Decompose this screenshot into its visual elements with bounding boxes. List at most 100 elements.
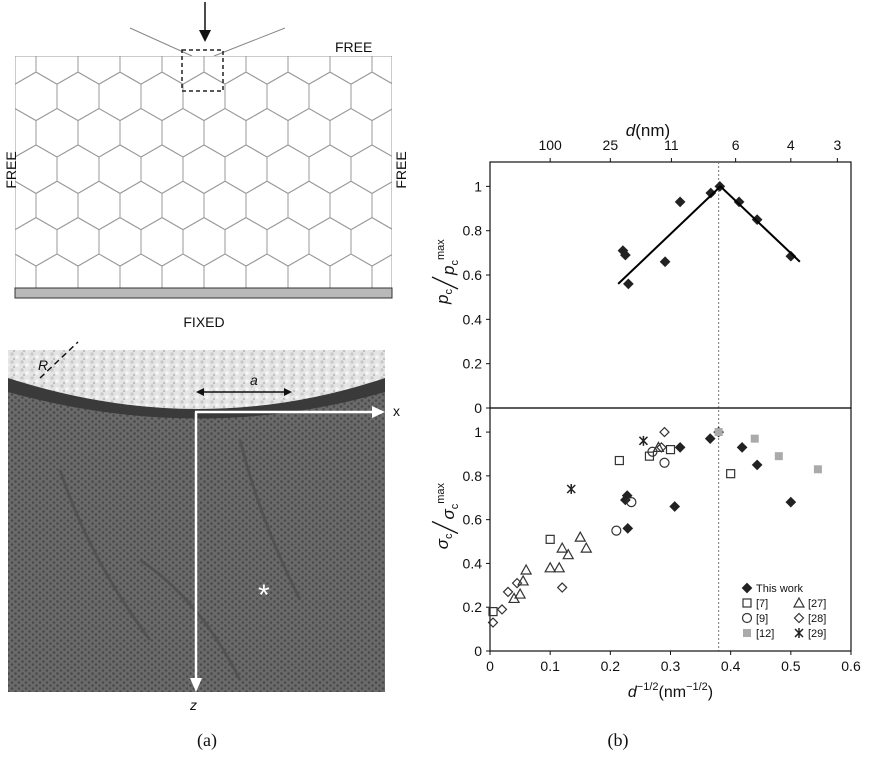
site-marker: *: [258, 579, 270, 612]
legend-label: [9]: [756, 613, 768, 625]
grain: [78, 36, 120, 84]
legend-marker: [743, 614, 752, 623]
grain: [435, 72, 477, 121]
grain: [99, 218, 141, 267]
y-tick-label: 0.2: [463, 356, 483, 372]
x-tick-label: 0.2: [601, 658, 621, 674]
charts: 00.20.40.60.811002511643d(nm)pcpcmax00.2…: [432, 121, 861, 701]
point: [727, 470, 735, 478]
load-arrow-head: [199, 30, 211, 42]
grain: [309, 72, 351, 121]
x2-tick-label: 25: [603, 137, 619, 153]
point: [751, 435, 759, 443]
point: [660, 428, 669, 437]
figure: FREE FREE FREE FIXED R a x z * (a) (b) 0…: [0, 0, 869, 754]
point: [814, 465, 822, 473]
point: [670, 502, 679, 511]
grain: [120, 36, 162, 84]
grain: [162, 109, 204, 158]
grain: [141, 0, 183, 48]
radius-label: R: [38, 357, 48, 373]
label-part: p: [439, 266, 458, 276]
grain: [414, 181, 456, 230]
label-part: c: [449, 260, 461, 266]
grain: [183, 145, 225, 194]
label-part: −1/2: [686, 681, 708, 693]
x-label: x: [393, 403, 400, 419]
point: [738, 443, 747, 452]
grain: [393, 0, 435, 48]
grain: [267, 72, 309, 121]
grain: [36, 36, 78, 84]
grain: [57, 0, 99, 48]
grain: [351, 145, 393, 194]
grain: [414, 36, 456, 84]
grain: [120, 181, 162, 230]
point: [504, 587, 513, 596]
grain: [372, 109, 414, 158]
grain: [0, 109, 36, 158]
label-part: ): [708, 684, 713, 701]
z-label: z: [189, 697, 197, 713]
grain: [0, 72, 15, 121]
point: [775, 452, 783, 460]
y-tick-label: 0.8: [463, 223, 483, 239]
legend-marker: [743, 584, 752, 593]
grain: [141, 72, 183, 121]
label-part: c: [449, 503, 461, 509]
grain: [99, 72, 141, 121]
free-label: FREE: [393, 151, 409, 188]
x2-tick-label: 6: [732, 137, 740, 153]
point: [515, 589, 525, 598]
grain: [246, 181, 288, 230]
point: [667, 446, 675, 454]
grain: [0, 36, 36, 84]
grain: [414, 109, 456, 158]
grain: [183, 218, 225, 267]
legend-label: [27]: [808, 598, 826, 610]
label-part: σcmax: [435, 482, 461, 519]
grain: [204, 36, 246, 84]
point: [660, 458, 669, 467]
point: [558, 583, 567, 592]
label-part: max: [435, 482, 447, 503]
grain: [204, 181, 246, 230]
fraction-slash: [432, 277, 458, 289]
grain: [99, 0, 141, 48]
grain: [330, 109, 372, 158]
grain: [0, 0, 15, 48]
y-tick-label: 0.2: [463, 599, 483, 615]
y-tick-label: 1: [474, 178, 482, 194]
grain: [78, 181, 120, 230]
indenter-edge: [214, 28, 285, 56]
x-axis-label: d−1/2(nm−1/2): [628, 681, 713, 701]
grain: [330, 181, 372, 230]
label-part: p: [433, 295, 452, 305]
x2-axis-label: d(nm): [626, 121, 670, 140]
point: [706, 434, 715, 443]
grain: [351, 72, 393, 121]
point: [563, 550, 573, 559]
point: [753, 215, 762, 224]
x2-tick-label: 3: [833, 137, 841, 153]
x-tick-label: 0: [486, 658, 494, 674]
label-part: (nm: [659, 684, 687, 701]
x2-tick-label: 4: [787, 137, 795, 153]
point: [612, 526, 621, 535]
point: [554, 563, 564, 572]
point: [639, 436, 647, 446]
point: [498, 605, 507, 614]
y-axis-label: σcσcmax: [432, 482, 461, 549]
label-part: max: [435, 239, 447, 260]
point: [575, 532, 585, 541]
grain: [288, 109, 330, 158]
grain: [225, 0, 267, 48]
legend-marker: [794, 598, 804, 607]
point: [623, 524, 632, 533]
label-part: c: [443, 289, 455, 295]
grain: [267, 0, 309, 48]
point: [624, 279, 633, 288]
plot-frame: [490, 408, 851, 651]
point: [661, 257, 670, 266]
y-tick-label: 1: [474, 424, 482, 440]
